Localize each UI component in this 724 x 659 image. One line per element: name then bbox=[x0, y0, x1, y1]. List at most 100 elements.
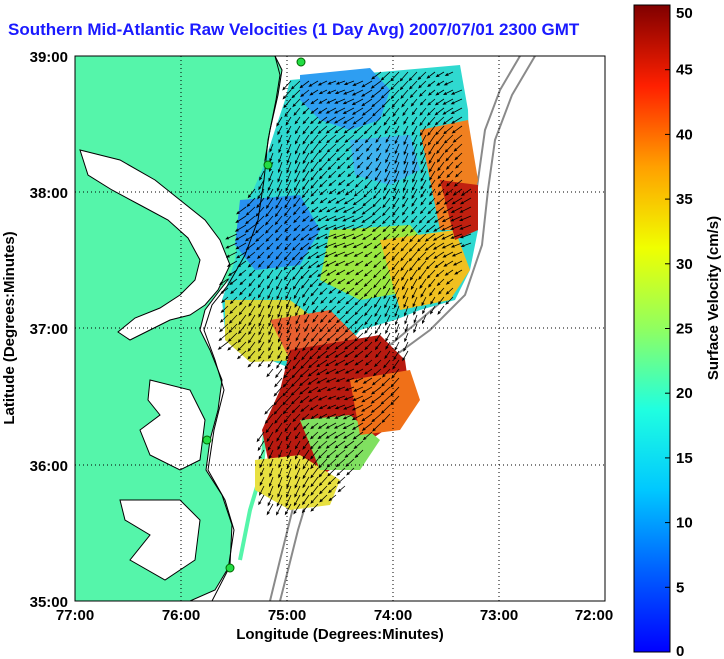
velocity-arrow bbox=[428, 152, 436, 165]
velocity-arrow bbox=[326, 89, 337, 94]
velocity-arrow bbox=[391, 98, 400, 109]
velocity-arrow bbox=[309, 134, 319, 145]
velocity-arrow bbox=[308, 224, 319, 231]
velocity-arrow bbox=[310, 287, 319, 297]
velocity-arrow bbox=[293, 287, 301, 300]
velocity-arrow bbox=[428, 143, 436, 156]
velocity-arrow bbox=[310, 197, 319, 205]
velocity-arrow bbox=[370, 80, 382, 89]
velocity-arrow bbox=[344, 332, 355, 342]
velocity-arrow bbox=[247, 359, 256, 368]
velocity-arrow bbox=[441, 215, 454, 223]
station-marker[interactable] bbox=[296, 57, 306, 67]
velocity-arrow bbox=[294, 458, 301, 470]
velocity-arrow bbox=[372, 233, 382, 241]
velocity-arrow bbox=[394, 305, 400, 318]
velocity-arrow bbox=[277, 476, 283, 489]
velocity-arrow bbox=[449, 224, 463, 230]
velocity-arrow bbox=[303, 305, 310, 316]
velocity-arrow bbox=[301, 98, 310, 106]
velocity-arrow bbox=[247, 341, 256, 352]
velocity-arrow bbox=[346, 152, 355, 161]
velocity-arrow bbox=[399, 71, 409, 82]
velocity-arrow bbox=[403, 161, 409, 175]
velocity-arrow bbox=[395, 332, 400, 342]
velocity-arrow bbox=[283, 413, 292, 424]
velocity-arrow bbox=[443, 134, 454, 144]
velocity-arrow bbox=[371, 71, 382, 80]
velocity-arrow bbox=[247, 350, 256, 360]
velocity-arrow bbox=[282, 377, 292, 388]
velocity-arrow bbox=[304, 314, 310, 324]
station-marker[interactable] bbox=[263, 160, 273, 170]
velocity-arrow bbox=[390, 89, 400, 100]
velocity-arrow bbox=[374, 170, 382, 182]
velocity-arrow bbox=[443, 125, 454, 135]
velocity-arrow bbox=[325, 215, 337, 222]
velocity-field-red bbox=[440, 180, 478, 240]
velocity-arrow bbox=[335, 458, 346, 468]
velocity-arrow bbox=[393, 116, 400, 126]
coastline bbox=[203, 56, 281, 601]
velocity-arrow bbox=[265, 233, 274, 242]
velocity-arrow bbox=[318, 152, 328, 163]
velocity-arrow bbox=[236, 251, 247, 259]
velocity-arrow bbox=[374, 314, 382, 326]
velocity-arrow bbox=[364, 341, 373, 351]
velocity-arrow bbox=[235, 215, 247, 224]
velocity-arrow bbox=[283, 251, 292, 261]
velocity-arrow bbox=[278, 134, 283, 144]
velocity-arrow bbox=[236, 206, 247, 215]
station-marker[interactable] bbox=[202, 435, 212, 445]
velocity-arrow bbox=[258, 296, 265, 309]
velocity-arrow bbox=[342, 215, 355, 222]
velocity-arrow bbox=[324, 251, 337, 258]
velocity-arrow bbox=[278, 449, 283, 459]
velocity-arrow bbox=[381, 98, 391, 109]
velocity-arrow bbox=[325, 422, 337, 429]
velocity-arrow bbox=[304, 323, 310, 333]
velocity-arrow bbox=[257, 188, 265, 200]
velocity-arrow bbox=[355, 143, 364, 152]
velocity-arrow bbox=[336, 386, 346, 391]
velocity-arrow bbox=[310, 98, 319, 105]
velocity-arrow bbox=[428, 161, 436, 173]
velocity-arrow bbox=[424, 242, 436, 251]
velocity-arrow bbox=[325, 125, 337, 134]
y-tick-label: 36:00 bbox=[30, 458, 68, 475]
velocity-arrow bbox=[364, 314, 373, 326]
velocity-arrow bbox=[364, 332, 373, 343]
velocity-arrow bbox=[284, 269, 292, 281]
velocity-arrow bbox=[293, 215, 301, 224]
velocity-arrow bbox=[317, 422, 328, 429]
velocity-arrow bbox=[277, 305, 283, 319]
velocity-arrow bbox=[294, 161, 301, 174]
velocity-arrow bbox=[307, 251, 319, 260]
velocity-arrow bbox=[310, 449, 319, 460]
velocity-arrow bbox=[343, 341, 355, 350]
velocity-arrow bbox=[295, 314, 301, 325]
velocity-arrow bbox=[351, 215, 364, 223]
velocity-arrow bbox=[354, 278, 364, 286]
velocity-arrow bbox=[382, 269, 391, 280]
velocity-arrow bbox=[327, 152, 337, 162]
velocity-arrow bbox=[302, 458, 310, 470]
velocity-arrow bbox=[403, 134, 409, 146]
velocity-arrow bbox=[278, 332, 283, 343]
velocity-arrow bbox=[238, 305, 247, 316]
velocity-arrow bbox=[385, 341, 391, 350]
velocity-arrow bbox=[354, 314, 364, 325]
velocity-arrow bbox=[275, 242, 283, 250]
velocity-arrow bbox=[300, 278, 310, 289]
velocity-arrow bbox=[459, 224, 472, 230]
velocity-arrow bbox=[364, 323, 373, 335]
velocity-arrow bbox=[282, 80, 292, 91]
velocity-arrow bbox=[420, 287, 427, 298]
velocity-arrow bbox=[333, 431, 346, 439]
velocity-arrow bbox=[248, 296, 256, 308]
velocity-arrow bbox=[380, 386, 391, 396]
station-marker[interactable] bbox=[225, 563, 235, 573]
velocity-arrow bbox=[318, 413, 328, 419]
velocity-arrow bbox=[434, 116, 445, 126]
velocity-arrow bbox=[351, 404, 364, 411]
